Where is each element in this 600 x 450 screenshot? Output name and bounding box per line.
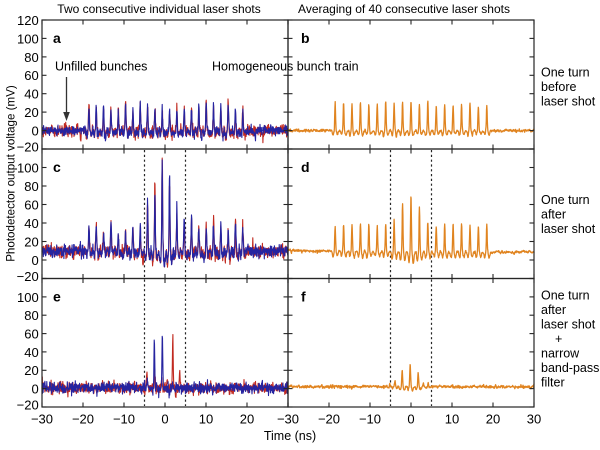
svg-text:20: 20 [24,363,38,378]
svg-text:40: 40 [24,87,38,102]
svg-text:0: 0 [161,411,168,426]
svg-text:−20: −20 [17,269,39,284]
svg-text:20: 20 [24,234,38,249]
svg-text:e: e [53,289,61,305]
svg-text:60: 60 [24,197,38,212]
svg-text:100: 100 [17,31,39,46]
svg-text:60: 60 [24,327,38,342]
svg-text:30: 30 [527,411,541,426]
svg-text:after: after [541,303,566,317]
svg-text:filter: filter [541,376,565,390]
svg-text:−30: −30 [31,411,53,426]
svg-text:−20: −20 [318,411,340,426]
svg-text:0: 0 [31,253,38,268]
svg-text:40: 40 [24,345,38,360]
svg-text:−10: −10 [113,411,135,426]
svg-text:Averaging of 40 consecutive la: Averaging of 40 consecutive laser shots [298,2,510,16]
svg-text:a: a [53,30,61,46]
svg-text:20: 20 [240,411,254,426]
svg-text:100: 100 [17,160,39,175]
svg-text:80: 80 [24,179,38,194]
svg-text:band-pass: band-pass [541,361,599,375]
svg-text:0: 0 [31,124,38,139]
svg-text:−20: −20 [17,398,39,413]
svg-text:after: after [541,208,566,222]
svg-text:−30: −30 [277,411,299,426]
svg-text:−20: −20 [72,411,94,426]
svg-text:−10: −10 [359,411,381,426]
svg-text:One turn: One turn [541,289,590,303]
svg-text:120: 120 [17,13,39,28]
svg-text:Homogeneous bunch train: Homogeneous bunch train [212,60,359,74]
svg-text:60: 60 [24,68,38,83]
svg-text:Time (ns): Time (ns) [264,429,316,443]
svg-text:d: d [301,159,310,175]
svg-text:80: 80 [24,50,38,65]
svg-text:Photodetector output voltage (: Photodetector output voltage (mV) [5,85,18,262]
svg-text:Unfilled bunches: Unfilled bunches [55,60,147,74]
svg-text:One turn: One turn [541,66,590,80]
svg-text:One turn: One turn [541,193,590,207]
svg-text:100: 100 [17,290,39,305]
svg-text:before: before [541,80,576,94]
svg-text:f: f [301,289,306,305]
svg-text:20: 20 [486,411,500,426]
svg-text:40: 40 [24,216,38,231]
svg-text:0: 0 [407,411,414,426]
svg-text:10: 10 [199,411,213,426]
svg-text:c: c [53,159,61,175]
svg-text:narrow: narrow [541,347,580,361]
svg-text:+: + [555,332,562,346]
svg-text:−20: −20 [17,140,39,155]
svg-text:80: 80 [24,308,38,323]
svg-text:20: 20 [24,105,38,120]
svg-text:laser shot: laser shot [541,222,596,236]
svg-text:10: 10 [445,411,459,426]
svg-text:Two consecutive individual las: Two consecutive individual laser shots [57,2,260,16]
svg-text:laser shot: laser shot [541,95,596,109]
svg-text:laser shot: laser shot [541,318,596,332]
svg-text:b: b [301,30,310,46]
svg-text:0: 0 [31,382,38,397]
